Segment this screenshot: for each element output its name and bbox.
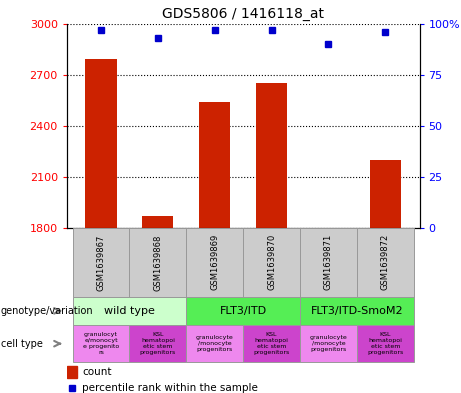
Text: genotype/variation: genotype/variation [1, 306, 94, 316]
Text: GSM1639867: GSM1639867 [96, 234, 106, 290]
Bar [256, 83, 287, 393]
Bar [67, 366, 77, 378]
Text: GSM1639870: GSM1639870 [267, 234, 276, 290]
Bar [130, 228, 186, 297]
Bar [72, 297, 186, 325]
Text: KSL
hematopoi
etic stem
progenitors: KSL hematopoi etic stem progenitors [254, 332, 290, 355]
Bar [130, 325, 186, 362]
Bar [186, 325, 243, 362]
Bar [85, 59, 117, 393]
Text: FLT3/ITD-SmoM2: FLT3/ITD-SmoM2 [311, 306, 403, 316]
Bar [313, 228, 344, 393]
Bar [357, 228, 414, 297]
Bar [243, 228, 300, 297]
Text: KSL
hematopoi
etic stem
progenitors: KSL hematopoi etic stem progenitors [140, 332, 176, 355]
Text: wild type: wild type [104, 306, 155, 316]
Text: cell type: cell type [1, 339, 43, 349]
Bar [300, 228, 357, 297]
Text: GSM1639871: GSM1639871 [324, 234, 333, 290]
Text: GSM1639872: GSM1639872 [381, 234, 390, 290]
Bar [300, 297, 414, 325]
Text: count: count [83, 367, 112, 377]
Text: GSM1639868: GSM1639868 [154, 234, 162, 290]
Text: FLT3/ITD: FLT3/ITD [219, 306, 267, 316]
Text: KSL
hematopoi
etic stem
progenitors: KSL hematopoi etic stem progenitors [367, 332, 403, 355]
Text: granulocyte
/monocyte
progenitors: granulocyte /monocyte progenitors [310, 335, 348, 352]
Bar [370, 160, 401, 393]
Bar [300, 325, 357, 362]
Bar [142, 216, 173, 393]
Title: GDS5806 / 1416118_at: GDS5806 / 1416118_at [162, 7, 324, 21]
Bar [243, 325, 300, 362]
Bar [186, 228, 243, 297]
Text: granulocyt
e/monocyt
e progenito
rs: granulocyt e/monocyt e progenito rs [83, 332, 119, 355]
Text: percentile rank within the sample: percentile rank within the sample [83, 383, 258, 393]
Bar [357, 325, 414, 362]
Bar [199, 102, 230, 393]
Text: granulocyte
/monocyte
progenitors: granulocyte /monocyte progenitors [196, 335, 234, 352]
Bar [72, 228, 130, 297]
Text: GSM1639869: GSM1639869 [210, 234, 219, 290]
Bar [72, 325, 130, 362]
Bar [186, 297, 300, 325]
